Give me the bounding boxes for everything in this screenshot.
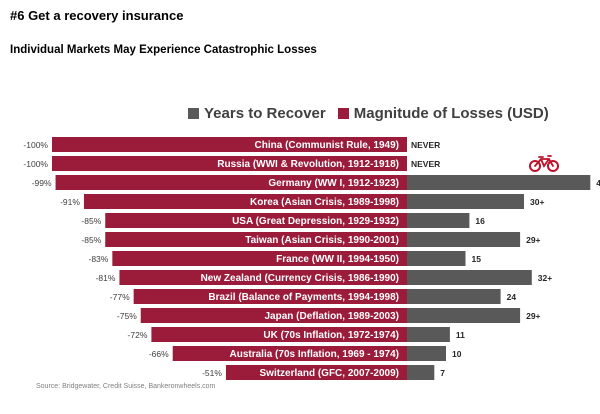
loss-value-label: -75%	[117, 311, 137, 321]
source-note: Source: Bridgewater, Credit Suisse, Bank…	[36, 383, 216, 390]
years-bar	[407, 232, 521, 247]
loss-bar	[105, 213, 407, 228]
years-bar	[407, 194, 524, 209]
years-value-label: 29+	[526, 235, 540, 245]
loss-bar	[105, 232, 407, 247]
loss-value-label: -99%	[32, 178, 52, 188]
slide-title: #6 Get a recovery insurance	[10, 8, 184, 23]
years-value-label: 29+	[526, 311, 540, 321]
loss-value-label: -66%	[149, 349, 169, 359]
loss-bar	[133, 289, 407, 304]
chart-legend: Years to Recover Magnitude of Losses (US…	[188, 105, 561, 122]
legend-label-years: Years to Recover	[204, 105, 326, 122]
loss-value-label: -83%	[89, 254, 109, 264]
loss-bar	[172, 346, 407, 361]
loss-bar	[119, 270, 407, 285]
category-label: Korea (Asian Crisis, 1989-1998)	[250, 197, 399, 208]
years-bar	[407, 213, 470, 228]
loss-bar	[52, 137, 407, 152]
loss-bar	[52, 156, 407, 171]
loss-value-label: -85%	[81, 235, 101, 245]
loss-value-label: -81%	[96, 273, 116, 283]
bicycle-icon	[529, 155, 559, 172]
loss-value-label: -72%	[128, 330, 148, 340]
years-value-label: 7	[440, 368, 445, 378]
years-bar	[407, 308, 521, 323]
legend-swatch-years	[188, 108, 199, 119]
loss-value-label: -91%	[60, 197, 80, 207]
loss-value-label: -100%	[23, 159, 48, 169]
category-label: Switzerland (GFC, 2007-2009)	[260, 368, 400, 379]
loss-value-label: -77%	[110, 292, 130, 302]
category-label: Brazil (Balance of Payments, 1994-1998)	[208, 292, 399, 303]
years-bar	[407, 365, 435, 380]
loss-bar	[140, 308, 407, 323]
years-value-label: 10	[452, 349, 462, 359]
legend-swatch-losses	[337, 108, 349, 119]
years-value-label: 15	[472, 254, 482, 264]
years-bar	[407, 270, 532, 285]
category-label: France (WW II, 1994-1950)	[276, 254, 399, 265]
loss-bar	[83, 194, 407, 209]
category-label: China (Communist Rule, 1949)	[255, 140, 399, 151]
years-bar	[407, 327, 450, 342]
legend-item-years: Years to Recover	[188, 105, 326, 122]
years-value-label: NEVER	[411, 159, 440, 169]
loss-value-label: -85%	[81, 216, 101, 226]
years-bar	[407, 346, 446, 361]
legend-item-losses: Magnitude of Losses (USD)	[337, 105, 549, 122]
years-value-label: NEVER	[411, 140, 440, 150]
loss-bar	[55, 175, 408, 190]
loss-bar	[151, 327, 407, 342]
loss-value-label: -51%	[202, 368, 222, 378]
chart-subtitle: Individual Markets May Experience Catast…	[10, 44, 317, 56]
years-bar	[407, 251, 466, 266]
years-value-label: 11	[456, 330, 465, 340]
legend-label-losses: Magnitude of Losses (USD)	[353, 105, 549, 122]
years-value-label: 24	[507, 292, 517, 302]
category-label: USA (Great Depression, 1929-1932)	[232, 216, 399, 227]
years-bar	[407, 175, 591, 190]
category-label: UK (70s Inflation, 1972-1974)	[263, 330, 399, 341]
years-value-label: 30+	[530, 197, 544, 207]
category-label: Germany (WW I, 1912-1923)	[268, 178, 399, 189]
category-label: Taiwan (Asian Crisis, 1990-2001)	[245, 235, 399, 246]
loss-bar	[112, 251, 407, 266]
loss-bar	[225, 365, 407, 380]
category-label: Russia (WWI & Revolution, 1912-1918)	[217, 159, 399, 170]
years-value-label: 47	[596, 178, 600, 188]
category-label: Japan (Deflation, 1989-2003)	[265, 311, 400, 322]
years-value-label: 32+	[538, 273, 552, 283]
years-bar	[407, 289, 501, 304]
category-label: New Zealand (Currency Crisis, 1986-1990)	[201, 273, 399, 284]
category-label: Australia (70s Inflation, 1969 - 1974)	[229, 349, 399, 360]
loss-value-label: -100%	[23, 140, 48, 150]
years-value-label: 16	[475, 216, 485, 226]
